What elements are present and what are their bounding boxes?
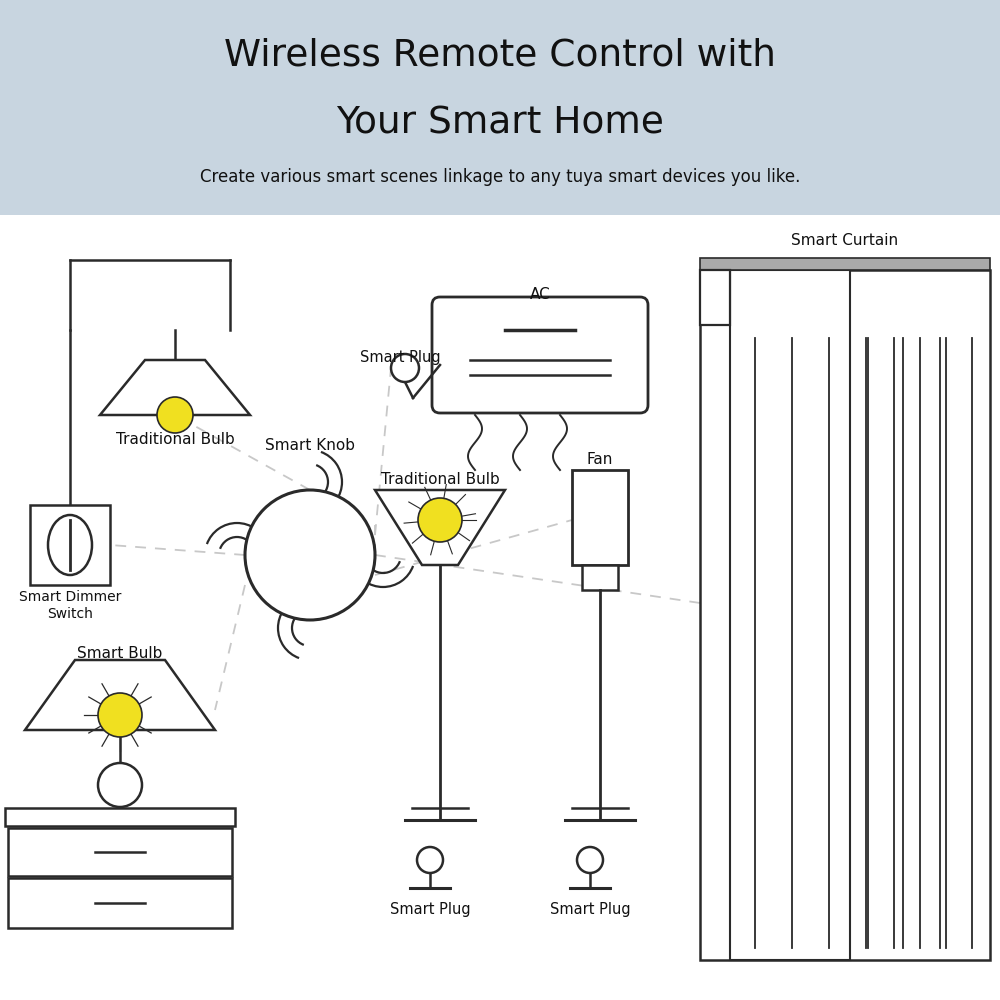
Circle shape <box>98 693 142 737</box>
Circle shape <box>391 354 419 382</box>
Polygon shape <box>100 360 250 415</box>
Bar <box>5 808 235 826</box>
Bar <box>572 470 628 565</box>
Ellipse shape <box>48 515 92 575</box>
Text: Create various smart scenes linkage to any tuya smart devices you like.: Create various smart scenes linkage to a… <box>200 168 800 186</box>
Text: Fan: Fan <box>587 452 613 467</box>
Bar <box>8 828 232 876</box>
Circle shape <box>245 490 375 620</box>
Bar <box>30 505 110 585</box>
Circle shape <box>418 498 462 542</box>
Text: Smart Plug: Smart Plug <box>550 902 630 917</box>
Text: Your Smart Home: Your Smart Home <box>336 105 664 141</box>
Text: Wireless Remote Control with: Wireless Remote Control with <box>224 38 776 74</box>
Text: Smart Plug: Smart Plug <box>390 902 470 917</box>
FancyBboxPatch shape <box>432 297 648 413</box>
Circle shape <box>98 763 142 807</box>
Circle shape <box>417 847 443 873</box>
Polygon shape <box>25 660 215 730</box>
Text: AC: AC <box>530 287 550 302</box>
Text: Traditional Bulb: Traditional Bulb <box>116 432 234 447</box>
Bar <box>582 565 618 590</box>
Circle shape <box>157 397 193 433</box>
Text: Smart Dimmer: Smart Dimmer <box>19 590 121 604</box>
Text: Switch: Switch <box>47 607 93 621</box>
Text: Traditional Bulb: Traditional Bulb <box>381 472 499 487</box>
Bar <box>730 270 850 960</box>
Bar <box>0 0 1000 215</box>
Text: Smart Plug: Smart Plug <box>360 350 440 365</box>
Text: Smart Curtain: Smart Curtain <box>791 233 899 248</box>
Bar <box>700 270 990 960</box>
Text: Smart Bulb: Smart Bulb <box>77 646 163 661</box>
Bar <box>700 258 990 270</box>
Circle shape <box>577 847 603 873</box>
Polygon shape <box>375 490 505 565</box>
Bar <box>700 270 730 325</box>
Text: Smart Knob: Smart Knob <box>265 438 355 453</box>
Bar <box>8 878 232 928</box>
